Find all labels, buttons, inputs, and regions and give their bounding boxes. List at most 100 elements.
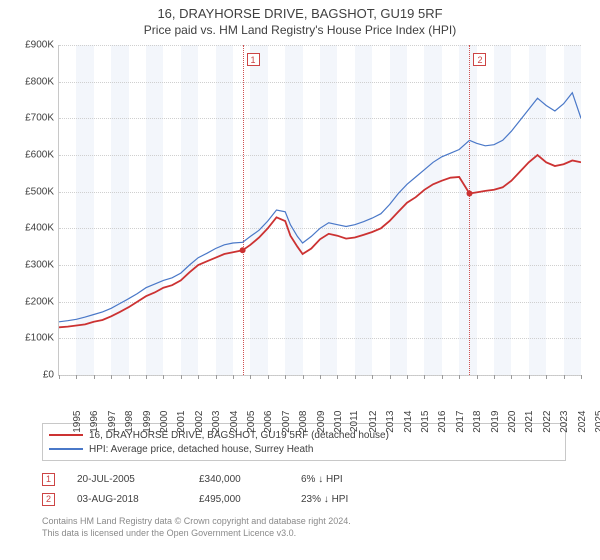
x-tick-label: 2017 <box>455 411 466 433</box>
chart-subtitle: Price paid vs. HM Land Registry's House … <box>10 23 590 37</box>
line-canvas <box>59 45 581 375</box>
x-tick-label: 2023 <box>559 411 570 433</box>
y-tick-label: £600K <box>25 150 54 161</box>
x-tick-label: 2010 <box>333 411 344 433</box>
y-tick-label: £300K <box>25 260 54 271</box>
x-tick <box>303 375 304 379</box>
event-price: £340,000 <box>199 474 279 485</box>
x-tick <box>442 375 443 379</box>
x-tick-label: 2005 <box>246 411 257 433</box>
event-price: £495,000 <box>199 494 279 505</box>
y-tick-label: £500K <box>25 186 54 197</box>
x-tick-label: 2004 <box>228 411 239 433</box>
event-row: 2 03-AUG-2018 £495,000 23% ↓ HPI <box>42 489 582 509</box>
y-tick-label: £700K <box>25 113 54 124</box>
event-index-box: 2 <box>42 493 55 506</box>
event-date: 03-AUG-2018 <box>77 494 177 505</box>
x-tick <box>581 375 582 379</box>
x-tick-label: 2001 <box>176 411 187 433</box>
x-tick <box>320 375 321 379</box>
x-tick <box>233 375 234 379</box>
x-tick-label: 2016 <box>437 411 448 433</box>
event-row: 120-JUL-2005£340,0006% ↓ HPI <box>42 469 582 489</box>
x-tick-label: 2003 <box>211 411 222 433</box>
plot-region: 12 <box>58 45 581 376</box>
legend-swatch <box>49 448 83 450</box>
x-tick <box>268 375 269 379</box>
x-tick <box>424 375 425 379</box>
event-index-box: 1 <box>42 473 55 486</box>
series-marker <box>240 247 246 253</box>
series-marker <box>467 191 473 197</box>
y-tick-label: £100K <box>25 333 54 344</box>
x-tick-label: 2013 <box>385 411 396 433</box>
x-tick-label: 2024 <box>576 411 587 433</box>
x-tick-label: 2000 <box>159 411 170 433</box>
x-tick-label: 1998 <box>124 411 135 433</box>
x-tick-label: 2025 <box>594 411 600 433</box>
x-tick-label: 2014 <box>402 411 413 433</box>
x-tick-label: 2008 <box>298 411 309 433</box>
x-tick <box>511 375 512 379</box>
x-tick <box>216 375 217 379</box>
x-tick-label: 1995 <box>72 411 83 433</box>
x-tick <box>198 375 199 379</box>
footer-line-1: Contains HM Land Registry data © Crown c… <box>42 515 582 527</box>
x-tick <box>146 375 147 379</box>
x-tick <box>337 375 338 379</box>
x-tick-label: 2018 <box>472 411 483 433</box>
x-tick <box>129 375 130 379</box>
y-tick-label: £200K <box>25 296 54 307</box>
x-tick <box>372 375 373 379</box>
x-tick <box>163 375 164 379</box>
x-tick-label: 2009 <box>315 411 326 433</box>
x-tick <box>181 375 182 379</box>
events-table: 120-JUL-2005£340,0006% ↓ HPI203-AUG-2018… <box>42 469 582 509</box>
chart-area: 12 £0 £100K £200K £300K £400K £500K £600K £700K… <box>10 41 590 421</box>
lower-block: 16, DRAYHORSE DRIVE, BAGSHOT, GU19 5RF (… <box>42 423 582 539</box>
y-tick-label: £900K <box>25 40 54 51</box>
legend-swatch <box>49 434 83 436</box>
series-line-property <box>59 155 581 327</box>
x-tick-label: 2019 <box>489 411 500 433</box>
x-tick-label: 2006 <box>263 411 274 433</box>
x-tick <box>76 375 77 379</box>
x-tick <box>529 375 530 379</box>
x-tick <box>285 375 286 379</box>
chart-container: 16, DRAYHORSE DRIVE, BAGSHOT, GU19 5RF P… <box>0 0 600 560</box>
x-tick <box>111 375 112 379</box>
x-tick-label: 2011 <box>349 411 360 433</box>
footer-line-2: This data is licensed under the Open Gov… <box>42 527 582 539</box>
x-tick-label: 2020 <box>507 411 518 433</box>
footer: Contains HM Land Registry data © Crown c… <box>42 515 582 539</box>
x-tick <box>250 375 251 379</box>
title-block: 16, DRAYHORSE DRIVE, BAGSHOT, GU19 5RF P… <box>10 6 590 37</box>
x-tick-label: 2021 <box>524 411 535 433</box>
x-tick <box>477 375 478 379</box>
x-tick-label: 2012 <box>368 411 379 433</box>
x-tick-label: 2015 <box>420 411 431 433</box>
y-tick-label: £400K <box>25 223 54 234</box>
x-tick <box>355 375 356 379</box>
x-tick <box>59 375 60 379</box>
x-tick-label: 1997 <box>107 411 118 433</box>
x-tick-label: 2002 <box>194 411 205 433</box>
legend-label: HPI: Average price, detached house, Surr… <box>89 444 313 455</box>
y-tick-label: £800K <box>25 76 54 87</box>
event-diff: 23% ↓ HPI <box>301 494 401 505</box>
x-tick <box>546 375 547 379</box>
x-tick-label: 2022 <box>542 411 553 433</box>
series-line-hpi <box>59 93 581 322</box>
y-tick-label: £0 <box>43 370 54 381</box>
x-tick <box>407 375 408 379</box>
x-tick <box>494 375 495 379</box>
chart-title: 16, DRAYHORSE DRIVE, BAGSHOT, GU19 5RF <box>10 6 590 21</box>
x-tick-label: 1996 <box>89 411 100 433</box>
x-tick <box>94 375 95 379</box>
x-tick <box>564 375 565 379</box>
x-tick <box>390 375 391 379</box>
event-date: 20-JUL-2005 <box>77 474 177 485</box>
x-tick <box>459 375 460 379</box>
x-tick-label: 2007 <box>281 411 292 433</box>
legend-row: HPI: Average price, detached house, Surr… <box>49 442 559 456</box>
